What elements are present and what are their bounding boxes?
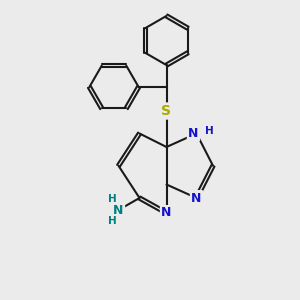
Text: H: H bbox=[107, 194, 116, 204]
Text: H: H bbox=[205, 126, 214, 136]
Text: S: S bbox=[161, 104, 172, 118]
Text: N: N bbox=[113, 203, 124, 217]
Text: H: H bbox=[107, 216, 116, 226]
Text: N: N bbox=[191, 191, 202, 205]
Text: N: N bbox=[161, 206, 172, 220]
Text: N: N bbox=[188, 127, 199, 140]
